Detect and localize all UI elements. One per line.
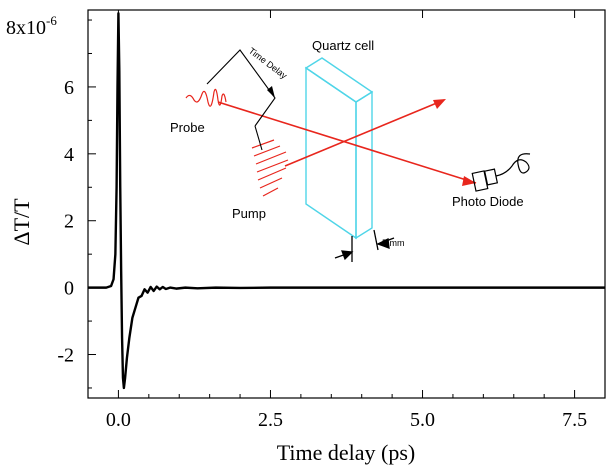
- thickness-marker: [334, 229, 395, 262]
- inset-schematic: Time Delay Quartz cell Probe Pump Photo …: [170, 38, 531, 262]
- quartz-cell-shape: [304, 57, 374, 240]
- axis-ticks: [87, 10, 606, 398]
- quartz-cell-label: Quartz cell: [312, 38, 374, 53]
- probe-beam: [217, 101, 477, 184]
- y-multiplier-base: 8x10: [6, 17, 46, 39]
- time-delay-bracket: [206, 49, 276, 127]
- probe-label: Probe: [170, 120, 205, 135]
- pump-pulse: [251, 139, 289, 197]
- pump-beam-arrow: [433, 99, 446, 109]
- x-tick-label: 5.0: [410, 409, 435, 431]
- series-layer: [88, 12, 605, 390]
- y-tick-label: 4: [64, 144, 74, 166]
- y-axis-title: ΔT/T: [9, 198, 34, 246]
- y-tick-label: -2: [57, 345, 74, 367]
- time-delay-arrow-end: [267, 86, 275, 98]
- series-line: [88, 12, 605, 390]
- time-delay-label: Time Delay: [247, 46, 289, 81]
- axis-tick-labels: 0.0 2.5 5.0 7.5 -2 0 2 4 6: [57, 77, 587, 431]
- photo-diode-icon: [471, 153, 531, 192]
- probe-pulse: [185, 88, 227, 107]
- plot-frame: [87, 9, 606, 399]
- pump-beam: [284, 99, 445, 167]
- x-tick-label: 0.0: [106, 409, 131, 431]
- y-multiplier-exponent: -6: [46, 13, 57, 28]
- time-delay-pump-arm: [254, 125, 263, 151]
- photo-diode-label: Photo Diode: [452, 194, 524, 209]
- y-tick-label: 0: [64, 278, 74, 300]
- y-multiplier-label: 8x10-6: [6, 13, 57, 39]
- thickness-label: 5 mm: [382, 238, 405, 248]
- x-axis-title: Time delay (ps): [277, 440, 416, 465]
- y-tick-label: 6: [64, 77, 74, 99]
- probe-beam-arrow: [462, 176, 476, 186]
- y-tick-label: 2: [64, 211, 74, 233]
- pump-label: Pump: [232, 206, 266, 221]
- x-tick-label: 2.5: [258, 409, 283, 431]
- x-tick-label: 7.5: [562, 409, 587, 431]
